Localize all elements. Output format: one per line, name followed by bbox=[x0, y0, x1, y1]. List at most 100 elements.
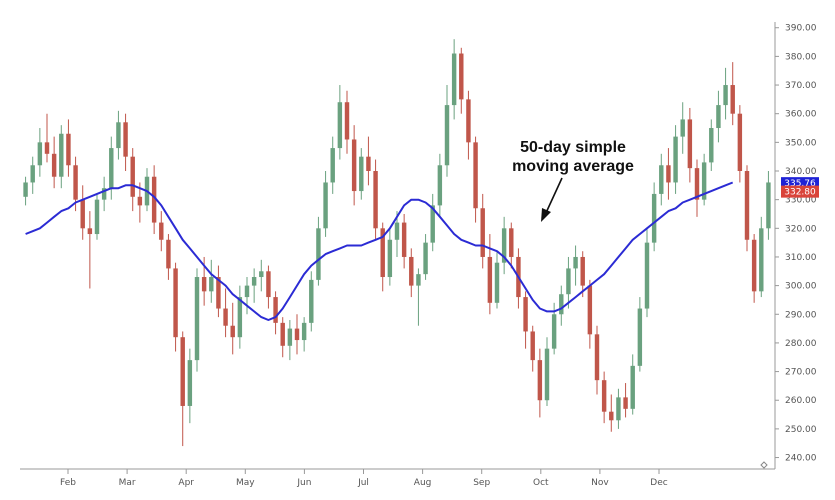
autoscale-icon[interactable] bbox=[760, 461, 768, 469]
candle-body bbox=[109, 148, 114, 189]
candle-body bbox=[701, 162, 707, 200]
candle bbox=[266, 265, 271, 309]
candle bbox=[59, 125, 64, 189]
candle-body bbox=[551, 314, 557, 349]
candle-body bbox=[37, 142, 43, 166]
candle bbox=[273, 291, 278, 335]
candle bbox=[630, 354, 635, 415]
candle bbox=[351, 125, 357, 206]
candle bbox=[23, 176, 28, 206]
candle bbox=[480, 193, 485, 269]
candle bbox=[101, 176, 107, 212]
candle bbox=[623, 383, 628, 418]
candle-body bbox=[694, 168, 700, 200]
candle-body bbox=[430, 205, 435, 243]
candle bbox=[430, 193, 435, 252]
candle-body bbox=[559, 294, 564, 315]
candle-body bbox=[380, 228, 385, 278]
candle bbox=[237, 285, 243, 349]
candle-body bbox=[537, 360, 543, 401]
candle-body bbox=[173, 268, 178, 338]
candle bbox=[530, 325, 535, 372]
x-tick-label: Oct bbox=[533, 478, 549, 488]
candle-body bbox=[187, 360, 193, 406]
candle-body bbox=[566, 268, 571, 295]
candle bbox=[316, 216, 321, 286]
candle-body bbox=[580, 256, 585, 286]
candle-body bbox=[466, 99, 471, 143]
candle bbox=[459, 47, 464, 114]
x-tick-label: Nov bbox=[591, 478, 609, 488]
candle-body bbox=[659, 165, 664, 194]
candle bbox=[680, 102, 685, 154]
candle-body bbox=[244, 285, 250, 298]
annotation-line-2: moving average bbox=[512, 158, 634, 175]
candle bbox=[659, 153, 664, 206]
time-axis: Feb Mar Apr May Jun Jul Aug Sep Oct Nov Dec bbox=[60, 469, 668, 488]
autoscale-icon-shape[interactable] bbox=[760, 461, 768, 469]
candle bbox=[387, 228, 393, 286]
candle-body bbox=[337, 102, 343, 149]
annotation: 50-day simple moving average bbox=[512, 139, 634, 222]
x-tick-label: Mar bbox=[119, 478, 136, 488]
candle bbox=[394, 211, 400, 257]
candle bbox=[416, 268, 421, 326]
candle bbox=[580, 251, 585, 298]
candle-body bbox=[137, 196, 143, 206]
y-tick-label: 270.00 bbox=[785, 368, 817, 378]
y-tick-label: 380.00 bbox=[785, 52, 817, 62]
candle-body bbox=[416, 274, 421, 286]
candle bbox=[287, 320, 293, 361]
candle bbox=[80, 185, 85, 240]
x-tick-label: Aug bbox=[414, 478, 432, 488]
candle-body bbox=[266, 271, 271, 298]
candle bbox=[37, 128, 43, 177]
annotation-arrow-head bbox=[541, 208, 551, 222]
candle-body bbox=[680, 119, 685, 137]
candle-body bbox=[387, 239, 393, 278]
candle-body bbox=[509, 228, 514, 257]
candle bbox=[601, 371, 607, 424]
candle-body bbox=[409, 256, 414, 286]
y-tick-label: 280.00 bbox=[785, 339, 817, 349]
candle-body bbox=[759, 228, 764, 292]
candle-body bbox=[209, 277, 214, 292]
candle bbox=[644, 228, 650, 318]
candle bbox=[244, 277, 250, 315]
candle bbox=[437, 153, 443, 217]
candle-body bbox=[644, 242, 650, 309]
candle-body bbox=[159, 222, 164, 240]
candle-body bbox=[423, 242, 428, 275]
candle bbox=[380, 222, 385, 292]
candle-body bbox=[294, 328, 300, 341]
candle bbox=[694, 159, 700, 217]
candle-body bbox=[523, 297, 528, 332]
candle-body bbox=[687, 119, 693, 169]
candle bbox=[294, 314, 300, 355]
candle bbox=[737, 105, 743, 183]
candle bbox=[594, 325, 600, 395]
candle-body bbox=[87, 228, 93, 235]
candle-body bbox=[737, 113, 743, 171]
candle-body bbox=[309, 279, 314, 323]
candle bbox=[651, 182, 657, 252]
price-tag-label: 332.80 bbox=[784, 188, 816, 198]
candle-body bbox=[51, 153, 57, 177]
y-tick-label: 360.00 bbox=[785, 110, 817, 120]
y-tick-label: 240.00 bbox=[785, 454, 817, 464]
candle bbox=[180, 331, 185, 447]
candle bbox=[173, 262, 178, 352]
candle-body bbox=[216, 277, 221, 309]
candle bbox=[523, 291, 528, 349]
price-tag-label: 335.76 bbox=[784, 179, 816, 189]
candle-body bbox=[166, 239, 171, 269]
candle bbox=[323, 171, 328, 237]
candle bbox=[51, 136, 57, 189]
candle-body bbox=[751, 239, 757, 292]
candle bbox=[701, 153, 707, 206]
candle bbox=[94, 193, 100, 240]
candle bbox=[87, 211, 93, 289]
